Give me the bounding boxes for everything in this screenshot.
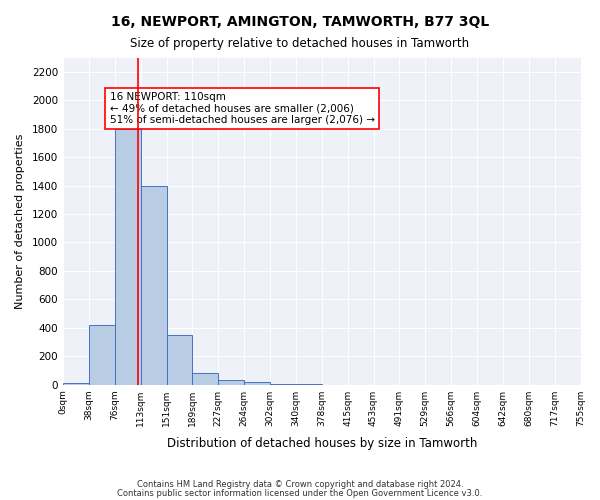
X-axis label: Distribution of detached houses by size in Tamworth: Distribution of detached houses by size … [167,437,477,450]
Text: Contains HM Land Registry data © Crown copyright and database right 2024.: Contains HM Land Registry data © Crown c… [137,480,463,489]
Text: 16 NEWPORT: 110sqm
← 49% of detached houses are smaller (2,006)
51% of semi-deta: 16 NEWPORT: 110sqm ← 49% of detached hou… [110,92,374,125]
Bar [115,128,140,384]
Y-axis label: Number of detached properties: Number of detached properties [15,134,25,309]
Text: 16, NEWPORT, AMINGTON, TAMWORTH, B77 3QL: 16, NEWPORT, AMINGTON, TAMWORTH, B77 3QL [111,15,489,29]
Bar [193,374,218,384]
Bar [218,380,244,384]
Text: Contains public sector information licensed under the Open Government Licence v3: Contains public sector information licen… [118,488,482,498]
Bar [89,325,115,384]
Bar [244,382,270,384]
Text: Size of property relative to detached houses in Tamworth: Size of property relative to detached ho… [130,38,470,51]
Bar [167,335,193,384]
Bar [63,382,89,384]
Bar [140,186,167,384]
